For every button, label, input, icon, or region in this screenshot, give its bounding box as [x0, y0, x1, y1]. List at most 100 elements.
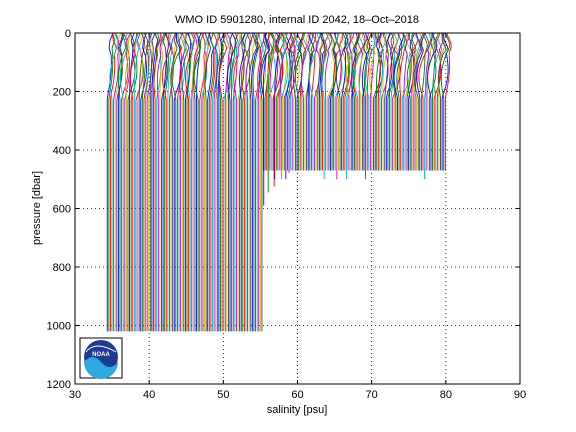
profile-line — [293, 32, 302, 171]
profile-line — [437, 32, 447, 171]
profile-line — [287, 32, 294, 171]
profile-line — [300, 32, 309, 171]
x-tick-label: 80 — [440, 389, 452, 401]
profile-line — [408, 32, 415, 171]
profile-line — [129, 32, 135, 332]
profile-line — [324, 32, 333, 171]
profile-line — [156, 32, 164, 332]
profile-line — [358, 32, 366, 171]
y-tick-label: 200 — [53, 87, 71, 99]
profile-line — [258, 32, 267, 332]
x-tick-label: 60 — [291, 389, 303, 401]
profile-line — [300, 32, 310, 171]
y-tick-label: 800 — [53, 262, 71, 274]
profile-line — [364, 32, 376, 171]
profile-line — [332, 32, 341, 171]
profile-line — [212, 32, 219, 332]
profile-line — [299, 32, 306, 171]
profile-line — [249, 32, 258, 332]
profile-line — [441, 32, 449, 171]
profile-line — [406, 32, 417, 171]
profile-line-transition — [260, 32, 271, 206]
profile-line — [127, 32, 136, 332]
profile-line — [161, 32, 172, 332]
profile-line — [204, 32, 212, 332]
profile-line — [379, 32, 387, 171]
profile-line — [117, 32, 127, 332]
profile-line — [293, 32, 301, 171]
profile-line — [361, 32, 371, 171]
profile-line — [274, 32, 281, 180]
profile-line — [321, 32, 329, 171]
profile-line — [433, 32, 442, 171]
profile-line — [135, 32, 145, 332]
profile-line — [314, 32, 321, 171]
profile-line — [346, 32, 354, 180]
profile-line — [153, 32, 161, 332]
profile-line — [426, 32, 435, 171]
profile-line — [307, 32, 315, 171]
profile-line — [350, 32, 361, 171]
profile-line — [224, 32, 232, 332]
profile-line — [334, 32, 343, 171]
noaa-logo-text: NOAA — [92, 352, 110, 358]
profile-line — [141, 32, 148, 332]
y-tick-label: 0 — [65, 28, 71, 40]
profile-line — [109, 32, 117, 332]
profile-line — [140, 32, 148, 332]
profile-line — [251, 32, 259, 332]
profile-line — [184, 32, 195, 332]
profile-line — [257, 32, 265, 332]
profile-line — [310, 32, 318, 171]
profile-line — [440, 32, 450, 171]
profile-line — [239, 32, 246, 332]
profile-line — [412, 32, 423, 171]
profile-line — [113, 32, 120, 332]
y-axis-label: pressure [dbar] — [31, 171, 43, 245]
profile-line — [232, 32, 239, 332]
profile-line — [231, 32, 241, 332]
profile-line — [425, 32, 433, 171]
profile-line — [170, 32, 178, 332]
profile-line — [389, 32, 395, 171]
profile-line — [403, 32, 411, 171]
profile-line — [304, 32, 311, 171]
x-tick-label: 30 — [69, 389, 81, 401]
y-tick-label: 1000 — [47, 321, 71, 333]
profile-line — [210, 32, 218, 332]
profile-line — [344, 32, 352, 171]
profile-line — [352, 32, 362, 171]
profile-line — [347, 32, 355, 171]
profile-line — [436, 32, 444, 171]
profile-line — [267, 32, 277, 171]
profile-line — [308, 32, 320, 171]
profile-line — [318, 32, 326, 171]
profile-line — [156, 32, 165, 332]
profile-line — [186, 32, 197, 332]
profile-line — [373, 32, 382, 171]
profile-line — [119, 32, 128, 332]
profile-line — [315, 32, 323, 171]
profile-line — [133, 32, 140, 332]
profile-line — [266, 32, 274, 171]
profile-line — [203, 32, 211, 332]
profile-line — [376, 32, 384, 171]
profile-line — [264, 32, 272, 171]
salinity-profiles — [106, 32, 452, 332]
profile-line — [151, 32, 159, 332]
profile-line — [427, 32, 438, 171]
profile-line — [413, 32, 424, 171]
profile-line — [216, 32, 224, 332]
profile-line — [306, 32, 313, 171]
chart-title: WMO ID 5901280, internal ID 2042, 18–Oct… — [175, 14, 419, 26]
profile-line — [255, 32, 261, 332]
profile-line — [108, 32, 116, 332]
profile-line — [167, 32, 173, 332]
profile-line — [230, 32, 239, 332]
profile-line — [437, 32, 446, 171]
profile-line — [420, 32, 428, 171]
profile-line — [193, 32, 201, 332]
profile-line — [164, 32, 172, 332]
profile-line-transition — [288, 32, 297, 173]
